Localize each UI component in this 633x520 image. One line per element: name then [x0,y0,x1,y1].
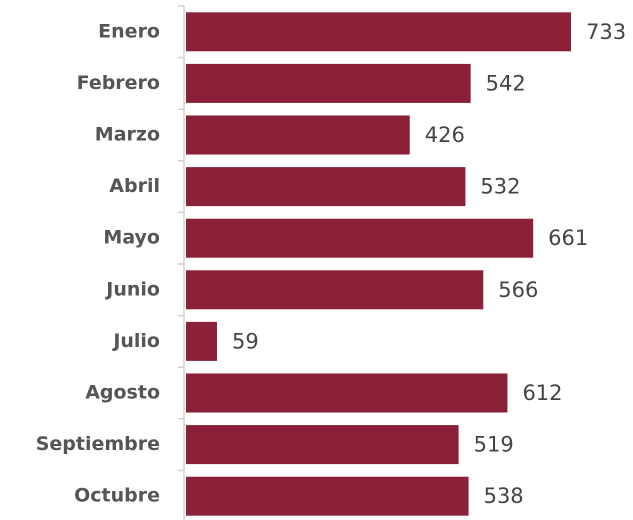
bar [186,218,534,258]
y-tick-label: Enero [98,20,160,42]
y-tick-label: Julio [111,330,160,352]
value-label: 538 [484,484,524,508]
y-tick-label: Octubre [74,485,160,507]
y-tick-label: Marzo [95,124,160,146]
y-tick-label: Abril [109,175,160,197]
bar [186,63,471,103]
value-label: 59 [232,329,259,353]
value-label: 566 [498,278,538,302]
bar [186,270,484,310]
bar [186,115,410,155]
bar [186,167,466,207]
bar [186,373,508,413]
y-tick-label: Febrero [77,72,160,94]
value-label: 542 [486,71,526,95]
value-label: 532 [480,175,520,199]
bar [186,321,217,361]
value-label: 519 [474,433,514,457]
bar [186,476,469,516]
y-tick-label: Junio [104,278,160,300]
y-tick-label: Septiembre [36,433,160,455]
bar [186,425,459,465]
y-tick-label: Agosto [85,382,160,404]
bar [186,12,571,52]
value-label: 733 [586,20,626,44]
value-label: 661 [548,226,588,250]
value-label: 612 [522,381,562,405]
value-label: 426 [425,123,465,147]
y-tick-label: Mayo [103,227,160,249]
